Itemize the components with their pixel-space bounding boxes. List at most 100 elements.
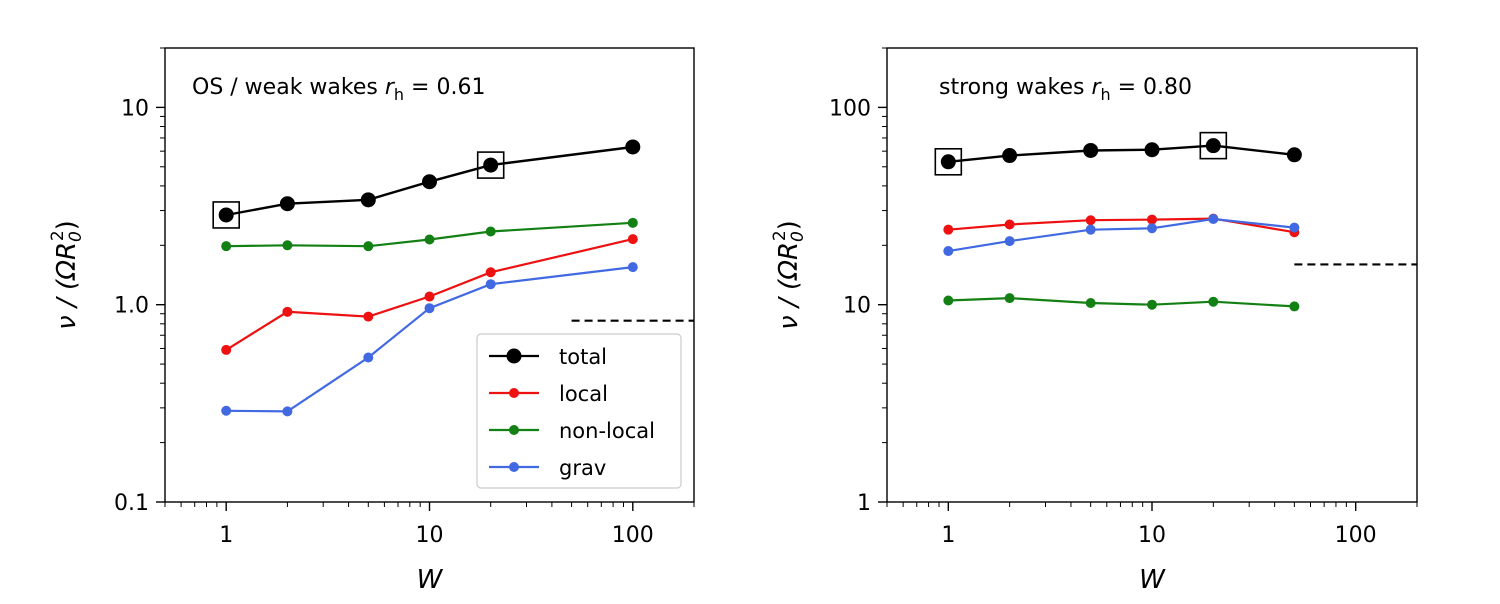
panel2-series-non-local-point	[1289, 301, 1300, 312]
panel1-series-total-point	[360, 192, 376, 208]
panel2-series-local-point	[1085, 215, 1096, 226]
panel1-series-non-local-point	[221, 241, 232, 252]
panel1-series-total-point	[483, 157, 499, 173]
panel2-series-non-local-point	[943, 295, 954, 306]
panel1-series-local-point	[485, 267, 496, 278]
panel2-highlight-marker	[1199, 131, 1228, 160]
panel1-x-tick-label: 100	[612, 523, 654, 548]
panel1-series-total-point	[279, 196, 295, 212]
panel1-annotation-text: OS / weak wakes	[192, 75, 385, 100]
panel2-annotation: strong wakes rh = 0.80	[939, 75, 1192, 104]
panel2-series-grav-point	[1004, 236, 1015, 247]
panel1-legend-non-local-marker	[509, 425, 519, 435]
panel1-series-grav-point	[424, 303, 435, 314]
panel2-series-grav-point	[1208, 213, 1219, 224]
panel2-y-label-sup: 2	[770, 230, 790, 241]
panel1-x-tick-label: 1	[219, 523, 233, 548]
panel2-y-label-close: )	[774, 220, 804, 230]
panel2-x-tick-label: 10	[1138, 523, 1166, 548]
panel1-series-grav-line	[226, 266, 633, 413]
panel2-y-tick-label: 10	[843, 294, 871, 319]
panel2-y-label-sub: 0	[788, 231, 808, 242]
panel2-series-total-point	[1144, 142, 1160, 158]
panel2-series-grav-line	[948, 217, 1295, 253]
panel1-series-total-point	[218, 207, 234, 223]
panel2-series-total-point	[1286, 147, 1302, 163]
panel2-series-total-line	[948, 144, 1295, 163]
panel2-series-non-local-point	[1004, 293, 1015, 304]
panel2-series-grav-point	[1147, 223, 1157, 234]
panel1-legend-total-label: total	[559, 345, 607, 369]
panel1-annotation-value: = 0.61	[404, 75, 485, 100]
panel2-series-total-point	[940, 154, 956, 170]
panel1-series-grav-point	[363, 352, 374, 363]
panel2-highlight-marker	[934, 147, 963, 176]
panel1-series-grav-point	[282, 406, 293, 417]
panel2-series-non-local-point	[1208, 296, 1219, 307]
panel2-series-grav-point	[1289, 222, 1300, 233]
panel1-series-grav-point	[221, 405, 232, 416]
panel1-series-non-local-point	[424, 234, 435, 245]
panel1-legend-local-label: local	[559, 382, 608, 406]
panel2-x-tick-label: 100	[1335, 523, 1377, 548]
panel1-series-non-local-point	[282, 240, 293, 251]
panel1-axes-frame	[164, 47, 695, 503]
panel1-series-local-line	[225, 238, 634, 351]
panel1-y-label-sub: 0	[66, 231, 86, 242]
panel1-series-non-local-point	[485, 226, 496, 237]
panel2-annotation-text: strong wakes	[939, 75, 1091, 100]
panel1-series-non-local-point	[627, 217, 638, 228]
panel1-series-total-point	[422, 174, 437, 190]
panel2-series-local-line	[948, 217, 1295, 234]
panel1-legend-local-marker	[509, 388, 519, 398]
panel1-series-local-point	[221, 344, 232, 355]
panel2-series-local-point	[1147, 214, 1157, 225]
panel1-legend-non-local-label: non-local	[559, 419, 655, 443]
panel2-series-non-local-point	[1147, 299, 1157, 310]
panel1-legend-box	[476, 333, 682, 489]
panel1-x-tick-label: 10	[416, 523, 444, 548]
panel2-series-total-point	[1002, 148, 1018, 164]
panel2-series-grav-point	[1085, 224, 1096, 235]
panel1-highlight-marker	[476, 151, 505, 179]
panel1-legend-total-marker	[506, 348, 522, 364]
panel1-y-axis-label: ν / (ΩR02)	[48, 220, 86, 330]
panel1-y-tick-label: 0.1	[114, 491, 149, 516]
panel1-y-label-sup: 2	[48, 230, 68, 241]
panel2-annotation-sub: h	[1100, 85, 1110, 104]
panel1-series-grav-point	[627, 262, 638, 273]
panel1-series-local-point	[363, 311, 374, 322]
panel1-y-tick-label: 1.0	[114, 294, 149, 319]
panel1-highlight-marker	[212, 201, 240, 229]
panel2-y-axis-label: ν / (ΩR02)	[770, 220, 808, 330]
panel1-series-local-point	[282, 306, 293, 317]
panel1-legend-grav-marker	[509, 462, 519, 472]
panel1-legend: total local non-local grav	[476, 333, 682, 489]
panel2-x-tick-label: 1	[941, 523, 955, 548]
panel1-series-non-local-line	[226, 221, 633, 248]
panel1-annotation-var: r	[385, 75, 396, 100]
panel1-series-non-local-point	[363, 241, 374, 252]
panel2-annotation-value: = 0.80	[1111, 75, 1192, 100]
panel1-series-grav-point	[485, 279, 496, 290]
panel1-y-label-main: ν / (ΩR	[52, 242, 82, 330]
panel1-series-local-point	[424, 291, 435, 302]
panel2-series-local-point	[1004, 219, 1015, 230]
panel1-annotation: OS / weak wakes rh = 0.61	[192, 75, 485, 104]
panel1-legend-grav-label: grav	[559, 456, 606, 480]
panel2-series-non-local-point	[1085, 298, 1096, 309]
panel2-series-total-point	[1083, 142, 1099, 158]
panel2-series-non-local-line	[948, 296, 1295, 308]
panel2-y-tick-label: 1	[857, 491, 871, 516]
panel2-annotation-var: r	[1091, 75, 1102, 100]
panel1-y-label-close: )	[52, 220, 82, 230]
panel1-plot: 1 10 100 0.1 1.0 10 OS / weak wakes rh = 0.61 W…	[48, 47, 695, 595]
panel2-axes-frame	[886, 47, 1418, 503]
panel2-x-axis-label: W	[1139, 565, 1166, 595]
panel1-x-axis-label: W	[417, 565, 444, 595]
panel2-series-local-point	[943, 224, 954, 235]
panel2-series-total-point	[1205, 138, 1221, 154]
panel1-series-local-point	[627, 234, 638, 245]
panel2-y-label-main: ν / (ΩR	[774, 242, 804, 330]
